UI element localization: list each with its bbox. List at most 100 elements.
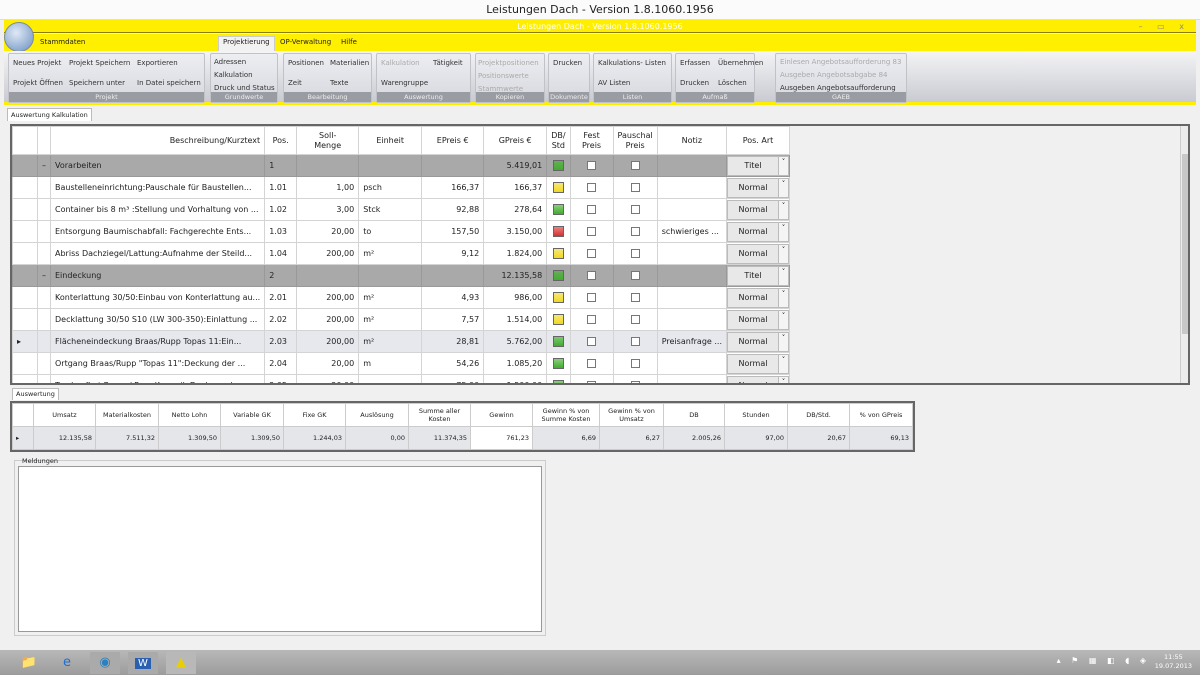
- row-header[interactable]: ▸: [12, 330, 38, 353]
- texte-button[interactable]: Texte: [330, 79, 349, 87]
- chevron-down-icon[interactable]: ˅: [778, 156, 788, 175]
- cell-notiz[interactable]: schwieriges ...: [656, 220, 728, 243]
- menu-op-verwaltung[interactable]: OP-Verwaltung: [280, 38, 332, 46]
- expand-header[interactable]: [37, 126, 51, 155]
- taetigkeit-button[interactable]: Tätigkeit: [433, 59, 463, 67]
- cell-beschreibung[interactable]: Entsorgung Baumischabfall: Fachgerechte …: [49, 220, 266, 243]
- table-row[interactable]: Konterlattung 30/50:Einbau von Konterlat…: [12, 286, 790, 309]
- clock[interactable]: 11:55 19.07.2013: [1155, 653, 1192, 671]
- pos-art-dropdown[interactable]: Normal ˅: [727, 177, 789, 198]
- cell-notiz[interactable]: Preisanfrage ...: [656, 330, 728, 353]
- cell-gpreis[interactable]: 166,37: [483, 176, 548, 199]
- cell-gpreis[interactable]: 986,00: [483, 286, 548, 309]
- summary-value[interactable]: 1.244,03: [283, 426, 346, 450]
- chevron-down-icon[interactable]: ˅: [778, 266, 788, 285]
- cell-notiz[interactable]: [656, 352, 728, 375]
- cell-pos[interactable]: 1.02: [264, 198, 298, 221]
- chevron-down-icon[interactable]: ˅: [778, 244, 788, 263]
- cell-menge[interactable]: 200,00: [296, 330, 360, 353]
- cell-menge[interactable]: 20,00: [296, 374, 360, 383]
- row-header[interactable]: [12, 286, 38, 309]
- cell-pos[interactable]: 2.04: [264, 352, 298, 375]
- speichern-unter-button[interactable]: Speichern unter: [69, 79, 125, 87]
- table-row[interactable]: ▸ Flächeneindeckung Braas/Rupp Topas 11:E…: [12, 330, 790, 353]
- pos-art-dropdown[interactable]: Normal ˅: [727, 287, 789, 308]
- fest-preis-checkbox[interactable]: [587, 183, 597, 192]
- pos-art-dropdown[interactable]: Normal ˅: [727, 199, 789, 220]
- cell-gpreis[interactable]: 12.135,58: [483, 264, 548, 287]
- col-epreis[interactable]: EPreis €: [421, 126, 485, 155]
- pos-art-dropdown[interactable]: Normal ˅: [727, 243, 789, 264]
- summary-value[interactable]: 1.309,50: [220, 426, 284, 450]
- projektpositionen-button[interactable]: Projektpositionen: [478, 59, 539, 67]
- cell-einheit[interactable]: m²: [358, 330, 423, 353]
- system-tray-icons[interactable]: ▴ ⚑ ▦ ◧ ◖ ◈: [1056, 656, 1150, 665]
- cell-notiz[interactable]: [656, 198, 728, 221]
- pos-art-dropdown[interactable]: Normal ˅: [727, 309, 789, 330]
- cell-epreis[interactable]: 75,00: [421, 374, 485, 383]
- projekt-speichern-button[interactable]: Projekt Speichern: [69, 59, 131, 67]
- table-row[interactable]: Baustelleneinrichtung:Pauschale für Baus…: [12, 176, 790, 199]
- fest-preis-checkbox[interactable]: [587, 271, 597, 280]
- pauschal-preis-checkbox[interactable]: [630, 161, 640, 170]
- cell-einheit[interactable]: [358, 264, 423, 287]
- col-pos-art[interactable]: Pos. Art: [726, 126, 790, 155]
- row-header[interactable]: [12, 308, 38, 331]
- media-icon[interactable]: ◉: [90, 652, 120, 674]
- cell-epreis[interactable]: 54,26: [421, 352, 485, 375]
- window-controls[interactable]: – ▭ x: [1138, 22, 1190, 31]
- summary-value[interactable]: 6,27: [599, 426, 664, 450]
- table-row[interactable]: Decklattung 30/50 S10 (LW 300-350):Einla…: [12, 308, 790, 331]
- cell-pos[interactable]: 1: [264, 154, 298, 177]
- fest-preis-checkbox[interactable]: [587, 227, 597, 236]
- table-row[interactable]: Trockenfirst Braas / RuppKeramik:Deckung…: [12, 374, 790, 383]
- cell-epreis[interactable]: 166,37: [421, 176, 485, 199]
- cell-pos[interactable]: 1.04: [264, 242, 298, 265]
- cell-beschreibung[interactable]: Decklattung 30/50 S10 (LW 300-350):Einla…: [49, 308, 266, 331]
- positionswerte-button[interactable]: Positionswerte: [478, 72, 529, 80]
- erfassen-button[interactable]: Erfassen: [680, 59, 711, 67]
- chevron-down-icon[interactable]: ˅: [778, 310, 788, 329]
- cell-epreis[interactable]: 92,88: [421, 198, 485, 221]
- pauschal-preis-checkbox[interactable]: [630, 205, 640, 214]
- chevron-down-icon[interactable]: ˅: [778, 354, 788, 373]
- cell-einheit[interactable]: psch: [358, 176, 423, 199]
- summary-value[interactable]: 7.511,32: [95, 426, 159, 450]
- druck-und-status-button[interactable]: Druck und Status: [214, 84, 275, 92]
- summary-value[interactable]: 20,67: [787, 426, 850, 450]
- col-notiz[interactable]: Notiz: [656, 126, 728, 155]
- title-row[interactable]: – Eindeckung 2 12.135,58 Titel ˅: [12, 264, 790, 287]
- in-datei-speichern-button[interactable]: In Datei speichern: [137, 79, 201, 87]
- cell-menge[interactable]: [296, 264, 360, 287]
- cell-beschreibung[interactable]: Container bis 8 m³ :Stellung und Vorhalt…: [49, 198, 266, 221]
- cell-menge[interactable]: 200,00: [296, 286, 360, 309]
- row-header[interactable]: [12, 154, 38, 177]
- cell-pos[interactable]: 2.05: [264, 374, 298, 383]
- cell-gpreis[interactable]: 1.085,20: [483, 352, 548, 375]
- col-beschreibung[interactable]: Beschreibung/Kurztext: [49, 126, 266, 155]
- cell-epreis[interactable]: 9,12: [421, 242, 485, 265]
- meldungen-textbox[interactable]: [18, 466, 542, 632]
- chevron-down-icon[interactable]: ˅: [778, 332, 788, 351]
- cell-menge[interactable]: 1,00: [296, 176, 360, 199]
- cell-gpreis[interactable]: 5.762,00: [483, 330, 548, 353]
- row-header[interactable]: [12, 242, 38, 265]
- adressen-button[interactable]: Adressen: [214, 58, 247, 66]
- loeschen-button[interactable]: Löschen: [718, 79, 747, 87]
- pauschal-preis-checkbox[interactable]: [630, 315, 640, 324]
- cell-notiz[interactable]: [656, 374, 728, 383]
- row-header[interactable]: [12, 264, 38, 287]
- pauschal-preis-checkbox[interactable]: [630, 381, 640, 383]
- drucken-button[interactable]: Drucken: [553, 59, 583, 67]
- cell-gpreis[interactable]: 1.514,00: [483, 308, 548, 331]
- row-header[interactable]: [12, 176, 38, 199]
- cell-pos[interactable]: 2.03: [264, 330, 298, 353]
- summary-value[interactable]: 761,23: [470, 426, 533, 450]
- cell-pos[interactable]: 2.02: [264, 308, 298, 331]
- cell-beschreibung[interactable]: Baustelleneinrichtung:Pauschale für Baus…: [49, 176, 266, 199]
- exportieren-button[interactable]: Exportieren: [137, 59, 178, 67]
- ausgeben-angebotsaufforderung-button[interactable]: Ausgeben Angebotsaufforderung: [780, 84, 896, 92]
- kalkulation-button[interactable]: Kalkulation: [214, 71, 253, 79]
- chevron-down-icon[interactable]: ˅: [778, 222, 788, 241]
- cell-pos[interactable]: 1.01: [264, 176, 298, 199]
